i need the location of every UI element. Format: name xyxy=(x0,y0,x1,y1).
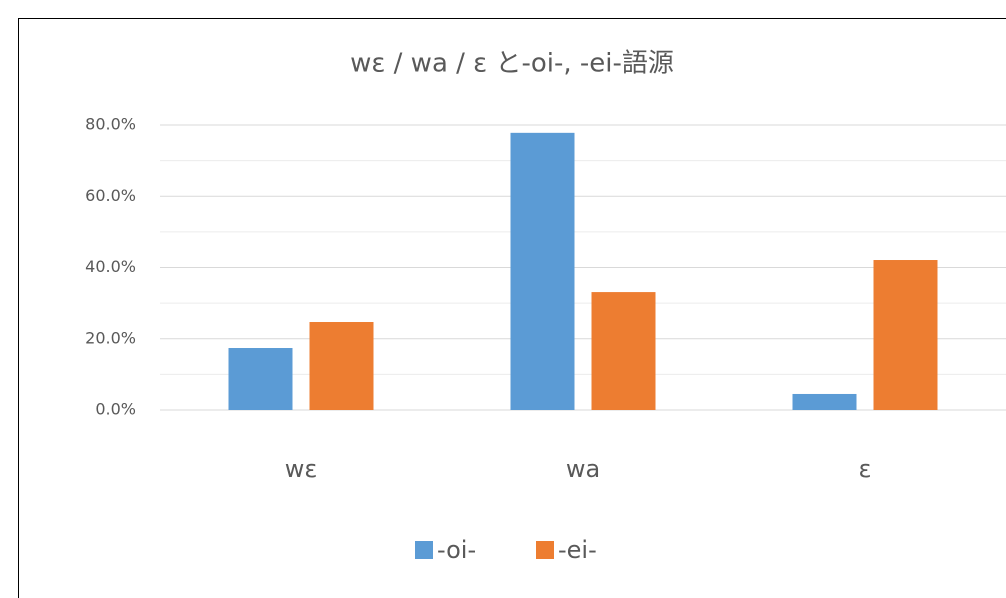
bar xyxy=(309,322,374,410)
y-tick-label: 0.0% xyxy=(95,400,136,419)
x-tick-label: ε xyxy=(859,455,872,483)
bar xyxy=(228,348,293,410)
bar xyxy=(510,132,575,410)
y-tick-label: 60.0% xyxy=(85,186,136,205)
bar xyxy=(873,260,938,410)
y-tick-label: 20.0% xyxy=(85,328,136,347)
bar xyxy=(792,393,857,410)
y-tick-label: 40.0% xyxy=(85,257,136,276)
legend-label: -ei- xyxy=(558,536,597,564)
x-tick-label: wa xyxy=(566,455,600,483)
chart-title: wε / wa / ε と-oi-, -ei-語源 xyxy=(350,49,674,79)
legend-label: -oi- xyxy=(437,536,476,564)
x-tick-label: wε xyxy=(285,455,318,483)
y-tick-label: 80.0% xyxy=(85,115,136,134)
legend-swatch xyxy=(536,541,554,559)
legend-swatch xyxy=(415,541,433,559)
bar xyxy=(591,292,656,410)
